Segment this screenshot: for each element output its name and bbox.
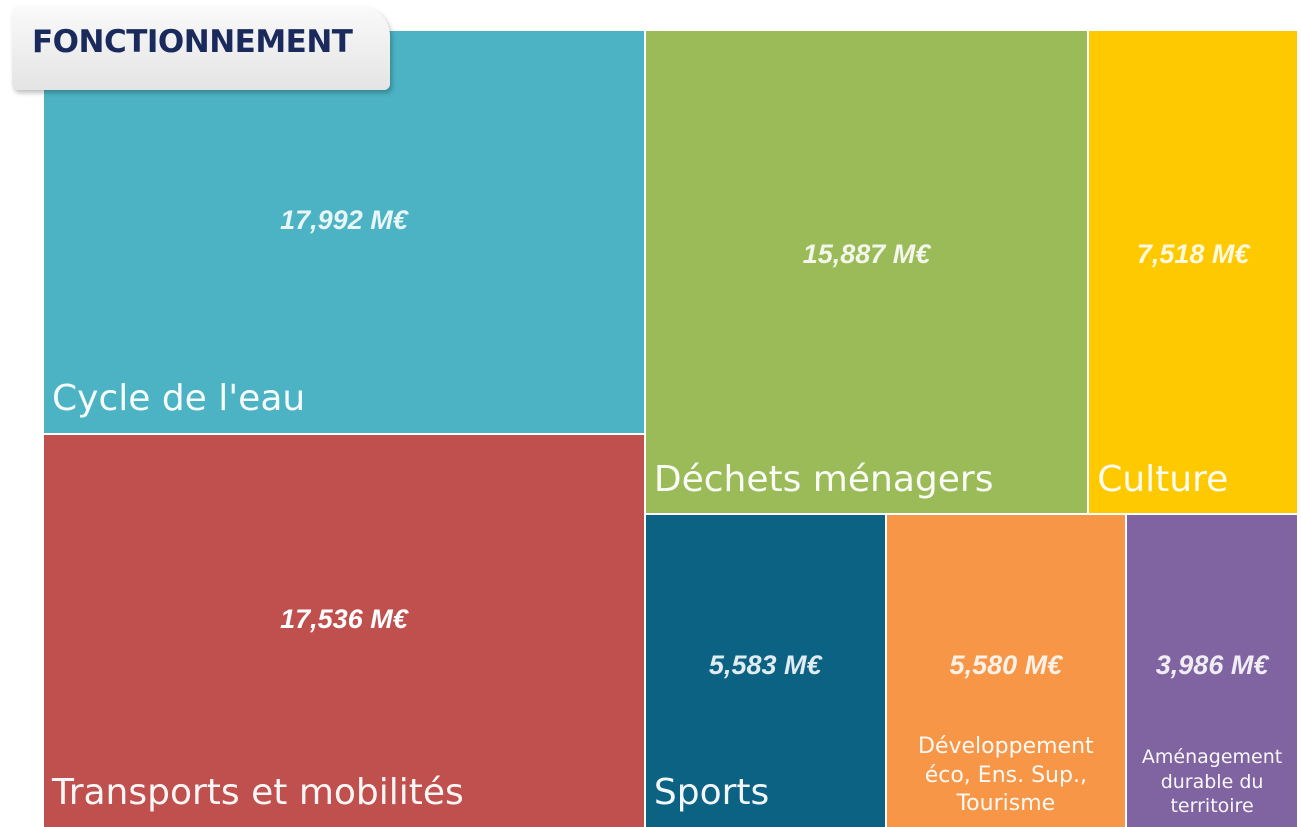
chart-title: FONCTIONNEMENT xyxy=(32,24,353,60)
category-label: Développement éco, Ens. Sup., Tourisme xyxy=(918,734,1094,817)
value-label: 3,986 M€ xyxy=(1155,650,1269,681)
title-tab: FONCTIONNEMENT xyxy=(12,6,390,90)
treemap-cell: 5,580 M€ Développement éco, Ens. Sup., To… xyxy=(885,514,1127,827)
category-label: Transports et mobilités xyxy=(52,772,464,814)
value-label: 5,583 M€ xyxy=(708,650,822,681)
treemap-cell: 17,992 M€ Cycle de l'eau xyxy=(43,30,645,435)
value-label: 15,887 M€ xyxy=(802,239,931,270)
category-label: Culture xyxy=(1097,458,1229,500)
category-label: Sports xyxy=(653,772,770,814)
treemap-cell: 5,583 M€ Sports xyxy=(644,514,886,827)
treemap-cell: 15,887 M€ Déchets ménagers xyxy=(644,30,1089,515)
category-label: Déchets ménagers xyxy=(653,458,994,500)
treemap-cell: 3,986 M€ Aménagement durable du territoir… xyxy=(1126,514,1298,827)
value-label: 17,992 M€ xyxy=(280,204,408,235)
value-label: 17,536 M€ xyxy=(280,604,408,635)
value-label: 5,580 M€ xyxy=(949,650,1063,681)
category-label: Aménagement durable du territoire xyxy=(1141,745,1283,818)
treemap-cell: 7,518 M€ Culture xyxy=(1088,30,1298,515)
category-label: Cycle de l'eau xyxy=(52,378,306,420)
value-label: 7,518 M€ xyxy=(1136,239,1250,270)
treemap-cell: 17,536 M€ Transports et mobilités xyxy=(43,434,645,827)
